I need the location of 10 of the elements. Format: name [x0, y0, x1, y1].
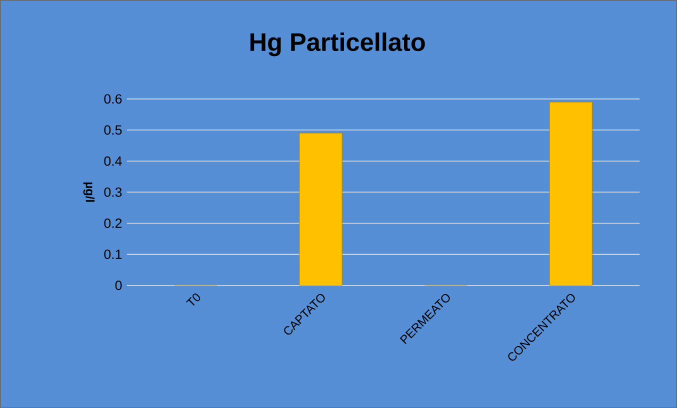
x-tick-label: T0 — [186, 293, 200, 306]
y-tick-label: 0.5 — [104, 125, 122, 135]
chart-title: Hg Particellato — [250, 32, 425, 56]
y-axis-title: µg/l — [83, 182, 95, 202]
y-tick-label: 0.4 — [104, 156, 122, 166]
y-tick-label: 0.2 — [104, 218, 122, 228]
y-tick-label: 0.3 — [104, 187, 122, 197]
y-tick-label: 0 — [115, 280, 122, 290]
y-tick-label: 0.1 — [104, 249, 122, 259]
y-tick-label: 0.6 — [104, 94, 122, 104]
